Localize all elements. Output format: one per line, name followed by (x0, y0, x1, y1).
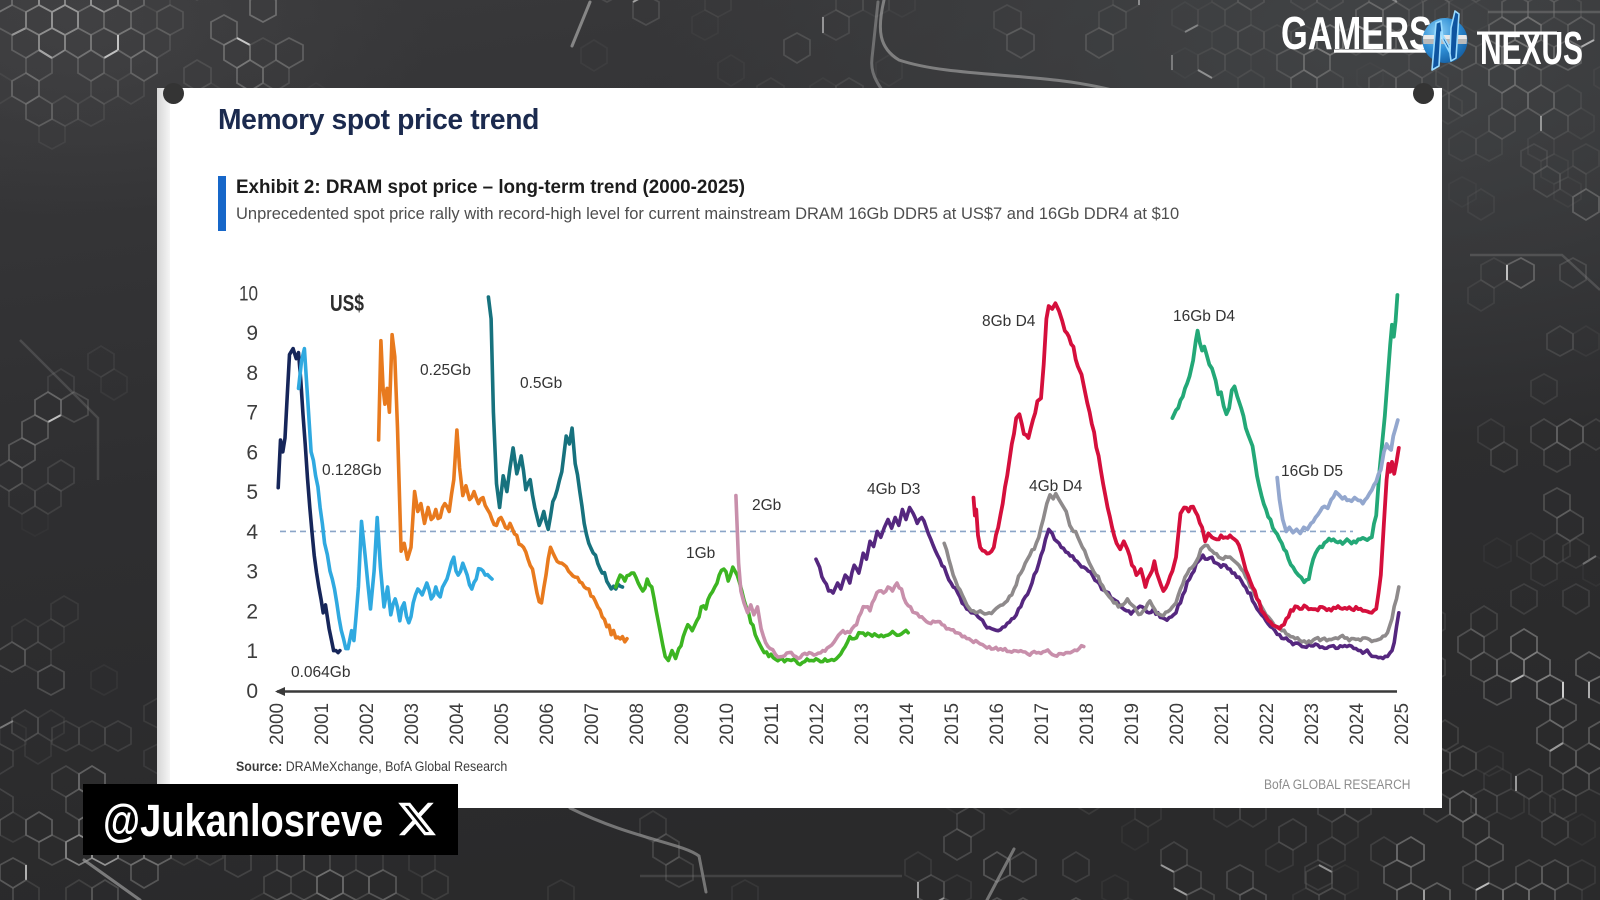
svg-text:2012: 2012 (807, 703, 828, 745)
svg-text:5: 5 (246, 481, 258, 504)
svg-text:2018: 2018 (1077, 703, 1098, 745)
svg-text:2000: 2000 (267, 703, 288, 745)
svg-text:0.25Gb: 0.25Gb (420, 362, 471, 379)
svg-text:NEXUS: NEXUS (1480, 22, 1583, 74)
svg-text:8: 8 (246, 362, 258, 385)
svg-text:4Gb D3: 4Gb D3 (867, 481, 920, 498)
svg-text:2009: 2009 (672, 703, 693, 745)
svg-text:2001: 2001 (312, 703, 333, 745)
svg-text:2016: 2016 (987, 703, 1008, 745)
svg-text:6: 6 (246, 441, 258, 464)
svg-text:2003: 2003 (402, 703, 423, 745)
svg-text:2015: 2015 (942, 703, 963, 745)
svg-text:2017: 2017 (1032, 703, 1053, 745)
svg-text:2024: 2024 (1347, 703, 1368, 745)
svg-text:9: 9 (246, 322, 258, 345)
svg-text:0.128Gb: 0.128Gb (322, 462, 381, 479)
svg-text:2005: 2005 (492, 703, 513, 745)
svg-text:2013: 2013 (852, 703, 873, 745)
svg-text:2007: 2007 (582, 703, 603, 745)
svg-text:2011: 2011 (762, 703, 783, 745)
svg-text:2010: 2010 (717, 703, 738, 745)
svg-text:1: 1 (246, 640, 258, 663)
svg-text:2004: 2004 (447, 703, 468, 745)
svg-text:2002: 2002 (357, 703, 378, 745)
svg-text:16Gb D5: 16Gb D5 (1281, 463, 1343, 480)
svg-text:2023: 2023 (1302, 703, 1323, 745)
svg-text:2022: 2022 (1257, 703, 1278, 745)
svg-text:8Gb D4: 8Gb D4 (982, 313, 1036, 330)
svg-text:10: 10 (239, 283, 258, 306)
svg-text:2014: 2014 (897, 703, 918, 745)
svg-text:7: 7 (246, 402, 258, 425)
svg-text:2: 2 (246, 600, 258, 623)
svg-text:3: 3 (246, 561, 258, 584)
svg-text:2008: 2008 (627, 703, 648, 745)
svg-text:US$: US$ (330, 290, 364, 316)
svg-text:2019: 2019 (1122, 703, 1143, 745)
svg-text:2006: 2006 (537, 703, 558, 745)
svg-text:2021: 2021 (1212, 703, 1233, 745)
svg-text:2020: 2020 (1167, 703, 1188, 745)
svg-text:0.064Gb: 0.064Gb (291, 664, 350, 681)
svg-text:0: 0 (246, 680, 258, 703)
svg-text:2025: 2025 (1392, 703, 1413, 745)
svg-text:4: 4 (246, 521, 258, 544)
svg-text:0.5Gb: 0.5Gb (520, 375, 562, 392)
svg-text:2Gb: 2Gb (752, 497, 781, 514)
svg-text:1Gb: 1Gb (686, 545, 715, 562)
svg-text:16Gb D4: 16Gb D4 (1173, 308, 1235, 325)
svg-text:4Gb D4: 4Gb D4 (1029, 478, 1083, 495)
